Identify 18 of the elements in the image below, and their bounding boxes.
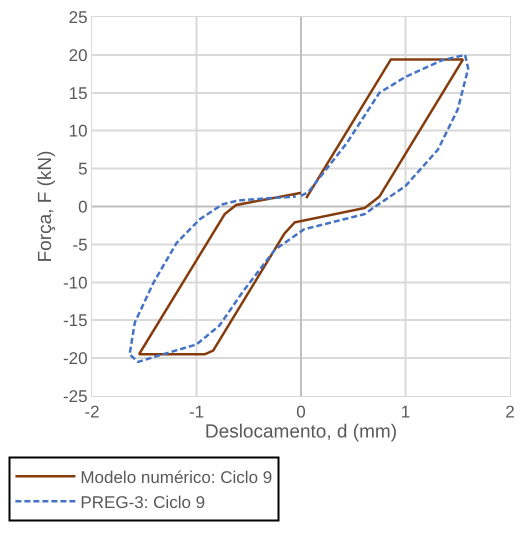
y-tick-label: 25	[68, 8, 88, 27]
y-axis-title: Força, F (kN)	[34, 150, 56, 262]
legend-label: Modelo numérico: Ciclo 9	[80, 468, 272, 487]
y-tick-label: 10	[68, 122, 88, 141]
y-tick-label: -5	[72, 235, 88, 254]
x-tick-label: 1	[400, 402, 410, 422]
y-tick-label: -20	[63, 349, 88, 368]
y-tick-label: 20	[68, 46, 88, 65]
y-tick-label: 15	[68, 84, 88, 103]
y-tick-label: -10	[63, 273, 88, 292]
y-tick-label: -15	[63, 311, 88, 330]
y-tick-label: 5	[78, 160, 88, 179]
x-tick-label: -1	[188, 402, 204, 422]
x-axis-title: Deslocamento, d (mm)	[204, 421, 398, 442]
legend-label: PREG-3: Ciclo 9	[80, 492, 206, 512]
x-tick-label: 2	[505, 402, 515, 422]
x-tick-label: 0	[296, 402, 306, 422]
y-tick-label: 0	[78, 197, 88, 216]
